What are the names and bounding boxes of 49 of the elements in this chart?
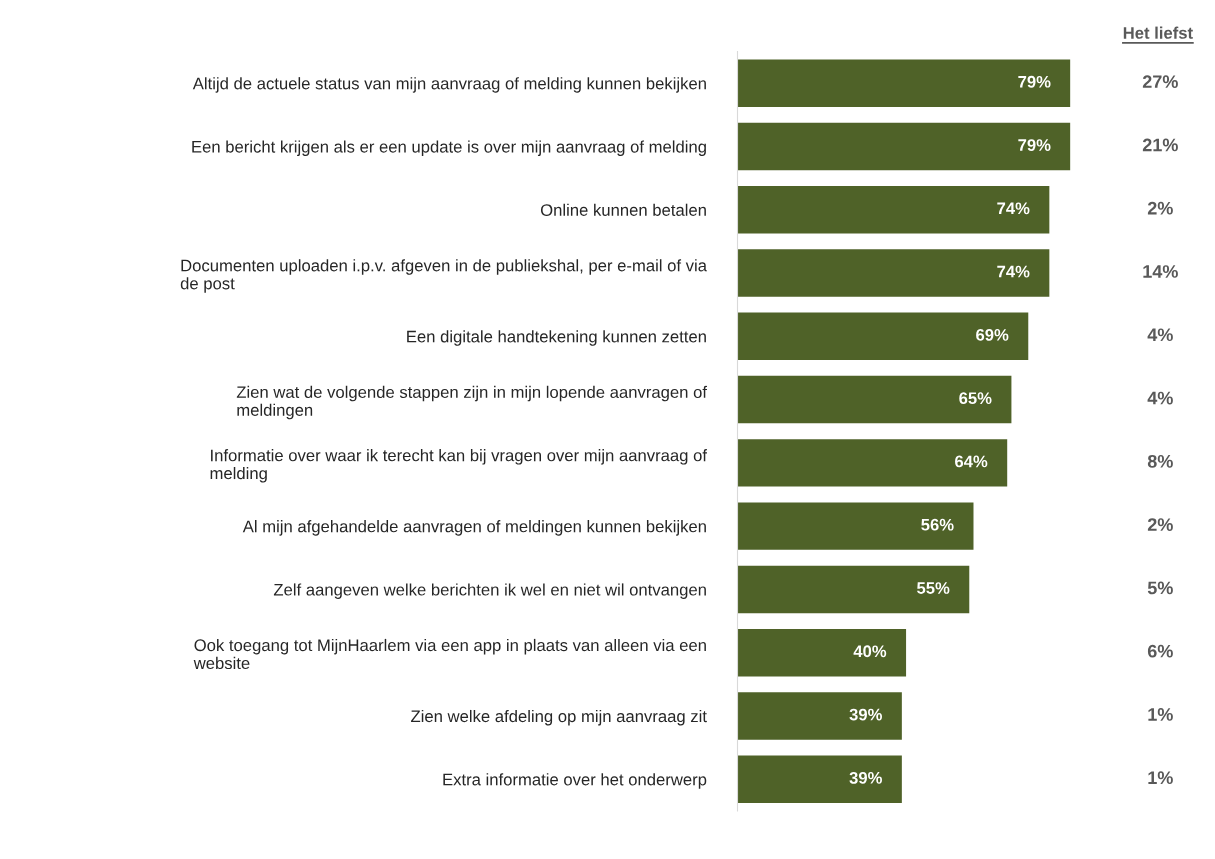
- text: 1%: [1148, 708, 1173, 721]
- bar: [737, 755, 902, 803]
- data-label: 69%: [976, 328, 1009, 341]
- bar: [737, 565, 970, 614]
- bar: [737, 628, 907, 677]
- y-tick-label: Zelf aangeven welke berichten ik wel en niet wil ontvangen: [273, 583, 706, 599]
- y-tick-label: Een bericht krijgen als er een update is over mijn aanvraag of melding: [192, 140, 706, 156]
- data-label: 39%: [849, 771, 882, 784]
- text: 4%: [1147, 328, 1173, 342]
- data-label: 65%: [959, 392, 992, 405]
- y-tick-label: Extra informatie over het onderwerp: [443, 773, 707, 789]
- text: 27%: [1142, 75, 1178, 88]
- data-label: 40%: [853, 645, 887, 658]
- bar: [737, 502, 974, 550]
- data-label: 74%: [997, 265, 1030, 278]
- y-tick-label: Documenten uploaden i.p.v. afgeven in de publiekshal, per e-mail of via de post: [180, 259, 707, 293]
- y-tick-label: Ook toegang tot MijnHaarlem via een app in plaats van alleen via een website: [193, 638, 706, 670]
- data-label: 55%: [917, 582, 950, 594]
- bar: [737, 375, 1012, 424]
- y-tick-label: Zien welke afdeling op mijn aanvraag zit: [411, 709, 707, 726]
- bar: [737, 249, 1050, 297]
- data-label: 74%: [997, 202, 1030, 215]
- data-label: 79%: [1018, 75, 1051, 88]
- data-label: 39%: [849, 708, 882, 721]
- data-label: 56%: [921, 518, 954, 531]
- bar: [737, 186, 1050, 234]
- bar: [737, 439, 1008, 487]
- text: Het liefst: [1123, 26, 1193, 39]
- text: 2%: [1147, 518, 1173, 531]
- text: 14%: [1143, 265, 1178, 278]
- y-tick-label: Al mijn afgehandelde aanvragen of meldingen kunnen bekijken: [242, 520, 706, 536]
- text: 1%: [1148, 771, 1173, 785]
- text: 8%: [1147, 454, 1173, 468]
- text: 2%: [1147, 201, 1173, 215]
- bar: [737, 122, 1071, 171]
- text: 5%: [1147, 581, 1173, 595]
- data-label: 64%: [955, 455, 988, 468]
- text: 4%: [1147, 391, 1173, 405]
- bar: [737, 59, 1071, 107]
- y-tick-label: Zien wat de volgende stappen zijn in mijn lopende aanvragen of meldingen: [236, 385, 708, 420]
- y-tick-label: Online kunnen betalen: [540, 203, 706, 216]
- data-label: 79%: [1018, 139, 1051, 151]
- text: 21%: [1142, 138, 1178, 152]
- y-tick-label: Informatie over waar ik terecht kan bij vragen over mijn aanvraag of melding: [210, 449, 708, 483]
- bar: [737, 692, 902, 740]
- text: 6%: [1147, 644, 1173, 658]
- y-tick-label: Een digitale handtekening kunnen zetten: [407, 330, 706, 346]
- y-tick-label: Altijd de actuele status van mijn aanvraag of melding kunnen bekijken: [192, 77, 706, 93]
- bar: [737, 312, 1029, 361]
